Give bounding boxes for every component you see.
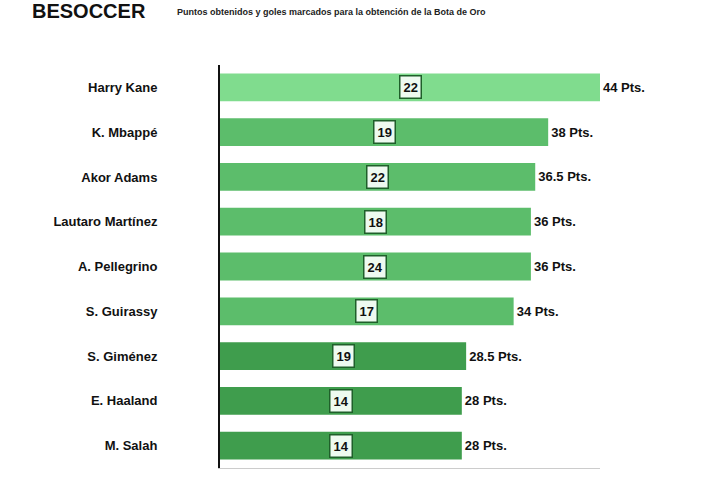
svg-text:S. Giménez: S. Giménez bbox=[87, 349, 158, 364]
svg-text:14: 14 bbox=[334, 394, 349, 409]
svg-text:17: 17 bbox=[360, 304, 374, 319]
svg-text:BESOCCER: BESOCCER bbox=[32, 0, 146, 22]
svg-text:24: 24 bbox=[368, 260, 383, 275]
svg-text:36 Pts.: 36 Pts. bbox=[534, 214, 576, 229]
svg-text:19: 19 bbox=[337, 349, 351, 364]
svg-text:E. Haaland: E. Haaland bbox=[91, 393, 158, 408]
svg-text:36.5 Pts.: 36.5 Pts. bbox=[538, 169, 591, 184]
svg-text:28.5 Pts.: 28.5 Pts. bbox=[469, 349, 522, 364]
svg-text:Puntos obtenidos y goles marca: Puntos obtenidos y goles marcados para l… bbox=[177, 7, 486, 17]
svg-text:44 Pts.: 44 Pts. bbox=[603, 80, 645, 95]
svg-text:14: 14 bbox=[334, 439, 349, 454]
svg-text:22: 22 bbox=[404, 80, 418, 95]
svg-text:Lautaro Martínez: Lautaro Martínez bbox=[53, 214, 158, 229]
svg-text:38 Pts.: 38 Pts. bbox=[551, 125, 593, 140]
svg-text:19: 19 bbox=[378, 125, 392, 140]
svg-text:S. Guirassy: S. Guirassy bbox=[86, 304, 158, 319]
svg-text:K. Mbappé: K. Mbappé bbox=[92, 125, 158, 140]
svg-text:22: 22 bbox=[371, 170, 385, 185]
svg-text:36 Pts.: 36 Pts. bbox=[534, 259, 576, 274]
svg-text:28 Pts.: 28 Pts. bbox=[465, 393, 507, 408]
svg-text:Harry Kane: Harry Kane bbox=[88, 80, 157, 95]
svg-text:M. Salah: M. Salah bbox=[105, 438, 158, 453]
svg-text:Akor Adams: Akor Adams bbox=[81, 169, 157, 184]
svg-text:34 Pts.: 34 Pts. bbox=[517, 304, 559, 319]
svg-text:28 Pts.: 28 Pts. bbox=[465, 438, 507, 453]
svg-text:18: 18 bbox=[369, 215, 383, 230]
svg-text:A. Pellegrino: A. Pellegrino bbox=[78, 259, 158, 274]
